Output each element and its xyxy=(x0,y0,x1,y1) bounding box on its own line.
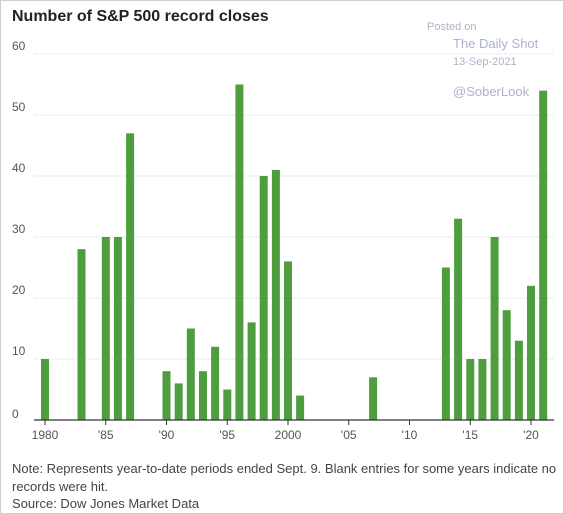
bar-1996 xyxy=(235,84,244,420)
bar-2015 xyxy=(466,359,475,420)
watermark-date: 13-Sep-2021 xyxy=(453,56,517,68)
bar-1992 xyxy=(186,328,195,420)
y-tick-label: 60 xyxy=(12,39,26,53)
watermark-source: The Daily Shot xyxy=(453,36,539,51)
bar-2018 xyxy=(502,310,511,420)
bar-1986 xyxy=(113,237,122,420)
chart-title: Number of S&P 500 record closes xyxy=(12,8,269,25)
bar-1985 xyxy=(101,237,110,420)
bar-2007 xyxy=(369,377,378,420)
x-tick-label: '95 xyxy=(219,428,235,442)
bar-1990 xyxy=(162,371,171,420)
chart-source: Source: Dow Jones Market Data xyxy=(12,496,200,511)
x-tick-label: '90 xyxy=(159,428,175,442)
y-tick-label: 10 xyxy=(12,344,26,358)
bar-1987 xyxy=(126,133,135,421)
bar-2014 xyxy=(454,218,463,420)
bar-2013 xyxy=(441,267,450,420)
bar-1998 xyxy=(259,176,268,420)
chart-note: Note: Represents year-to-date periods en… xyxy=(12,461,557,494)
bar-2020 xyxy=(527,285,535,420)
y-tick-label: 30 xyxy=(12,222,26,236)
bar-1999 xyxy=(271,169,280,420)
bar-2016 xyxy=(478,359,487,420)
y-tick-label: 50 xyxy=(12,100,26,114)
y-tick-label: 20 xyxy=(12,283,26,297)
y-tick-label: 40 xyxy=(12,161,26,175)
bar-1994 xyxy=(211,346,220,420)
x-tick-label: '20 xyxy=(523,428,539,442)
bar-1995 xyxy=(223,389,232,420)
bar-1997 xyxy=(247,322,256,420)
bar-2021 xyxy=(539,90,548,420)
bar-1993 xyxy=(199,371,207,420)
bar-2001 xyxy=(296,395,305,420)
x-tick-label: '85 xyxy=(98,428,114,442)
y-tick-label: 0 xyxy=(12,407,19,421)
bar-1991 xyxy=(174,383,183,420)
watermark-posted: Posted on xyxy=(427,21,477,33)
bar-2017 xyxy=(490,237,499,420)
watermark-handle: @SoberLook xyxy=(453,84,530,99)
x-tick-label: '10 xyxy=(402,428,418,442)
x-tick-label: '15 xyxy=(462,428,478,442)
bar-chart: 0 10 20 30 40 50 60 1980 '85 '90 '95 2000 '05 '10 '15 '… xyxy=(12,39,554,442)
x-tick-label: 1980 xyxy=(32,428,59,442)
bar-1980 xyxy=(41,359,49,420)
x-tick-label: 2000 xyxy=(275,428,302,442)
bar-2019 xyxy=(514,340,523,420)
x-tick-label: '05 xyxy=(341,428,357,442)
bar-2000 xyxy=(284,261,292,420)
bar-1983 xyxy=(77,249,86,420)
